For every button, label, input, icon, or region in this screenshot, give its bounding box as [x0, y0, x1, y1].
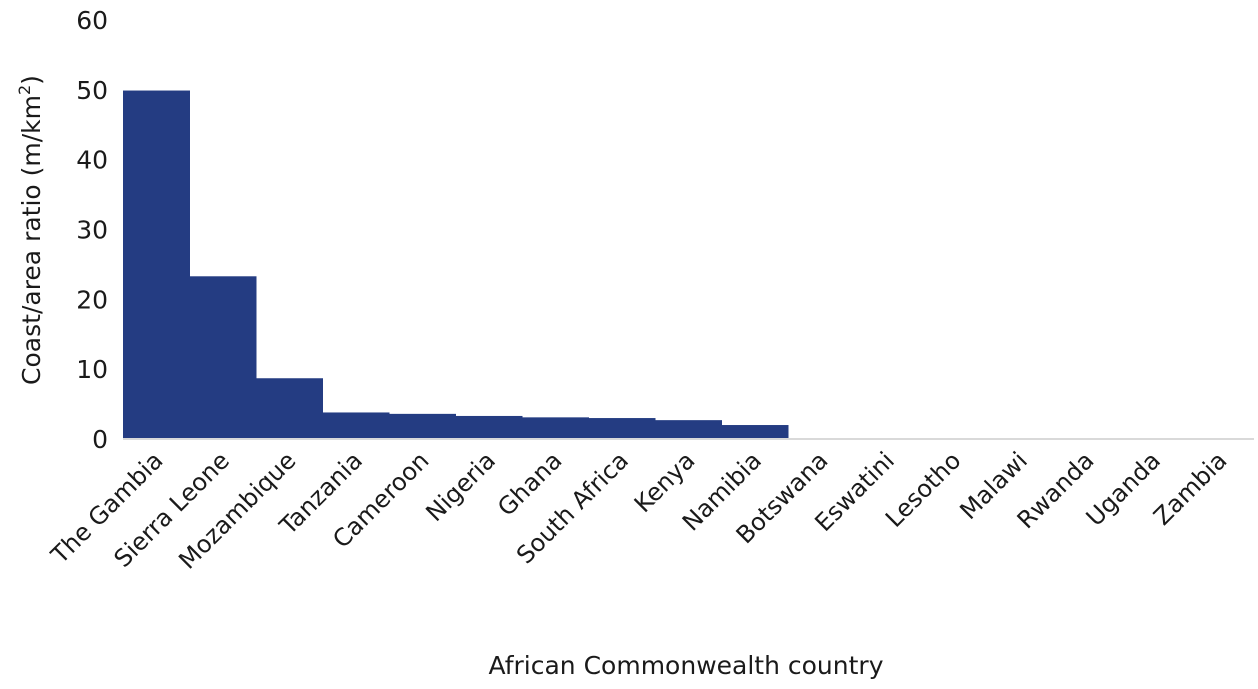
- y-tick-label: 10: [76, 355, 108, 384]
- x-tick-label: The Gambia: [45, 446, 168, 569]
- bar: [322, 412, 390, 439]
- x-tick-label: Nigeria: [420, 446, 501, 527]
- x-tick-label: Uganda: [1081, 446, 1166, 531]
- y-axis-label: Coast/area ratio (m/km2): [15, 75, 46, 385]
- bar: [455, 415, 523, 439]
- y-tick-label: 50: [76, 76, 108, 105]
- y-tick-label: 0: [92, 425, 108, 454]
- bar: [189, 276, 257, 439]
- y-tick-label: 60: [76, 6, 108, 35]
- bar: [588, 418, 656, 439]
- x-axis-label: African Commonwealth country: [489, 651, 884, 680]
- y-tick-label: 30: [76, 216, 108, 245]
- bar: [389, 413, 456, 439]
- bar: [721, 425, 789, 439]
- y-tick-label: 20: [76, 285, 108, 314]
- bar: [123, 90, 190, 439]
- bar: [256, 378, 323, 439]
- bar: [655, 420, 722, 439]
- x-tick-label: Sierra Leone: [109, 446, 235, 572]
- y-tick-label: 40: [76, 146, 108, 175]
- x-tick-label: Zambia: [1148, 446, 1232, 530]
- bar: [522, 417, 589, 439]
- x-tick-label: Mozambique: [173, 446, 301, 574]
